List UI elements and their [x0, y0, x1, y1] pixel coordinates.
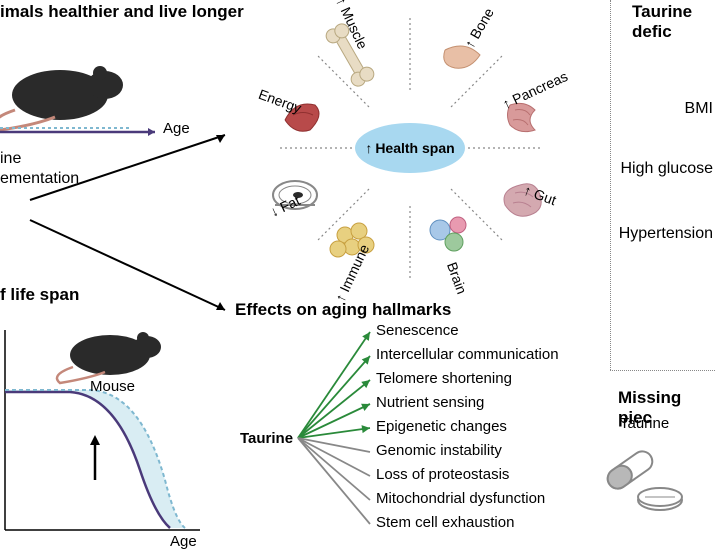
health-span-oval: ↑ Health span — [355, 123, 465, 173]
condition-bmi: BMI — [685, 100, 713, 118]
mouse-label: Mouse — [90, 378, 135, 395]
sector-label-brain: Brain — [444, 260, 470, 296]
hallmark-4: Epigenetic changes — [376, 418, 507, 435]
sector-label-fat: ↓ Fat — [267, 192, 302, 220]
condition-hypertension: Hypertension — [619, 225, 713, 243]
hallmark-0: Senescence — [376, 322, 459, 339]
horizontal-divider — [610, 370, 715, 371]
sector-label-gut: ↑ Gut — [521, 182, 558, 208]
sector-label-bone: ↑ Bone — [461, 6, 497, 52]
taurine-source-label: Taurine — [240, 430, 293, 447]
lifespan-title: f life span — [0, 285, 79, 305]
age-label-1: Age — [163, 120, 190, 137]
deficiency-title: Taurine defic — [632, 2, 715, 42]
sector-label-pancreas: ↑ Pancreas — [500, 68, 570, 112]
hallmark-1: Intercellular communication — [376, 346, 559, 363]
hallmark-6: Loss of proteostasis — [376, 466, 509, 483]
sector-label-energy: Energy — [257, 86, 304, 116]
hallmark-5: Genomic instability — [376, 442, 502, 459]
top-left-title: imals healthier and live longer — [0, 2, 244, 22]
pill-label: Taurine — [620, 415, 669, 432]
sector-label-immune: ↑ Immune — [331, 242, 371, 304]
condition-high-glucose: High glucose — [621, 160, 714, 178]
hallmark-3: Nutrient sensing — [376, 394, 484, 411]
vertical-divider — [610, 0, 611, 370]
health-span-text: Health span — [375, 140, 454, 156]
hallmark-7: Mitochondrial dysfunction — [376, 490, 545, 507]
hallmark-2: Telomere shortening — [376, 370, 512, 387]
sector-label-muscle: ↑ Muscle — [333, 0, 371, 51]
hallmark-8: Stem cell exhaustion — [376, 514, 514, 531]
supplement-line-2: ementation — [0, 170, 79, 188]
age-label-2: Age — [170, 533, 197, 550]
supplement-line-1: ine — [0, 150, 21, 168]
hallmarks-title: Effects on aging hallmarks — [235, 300, 451, 320]
